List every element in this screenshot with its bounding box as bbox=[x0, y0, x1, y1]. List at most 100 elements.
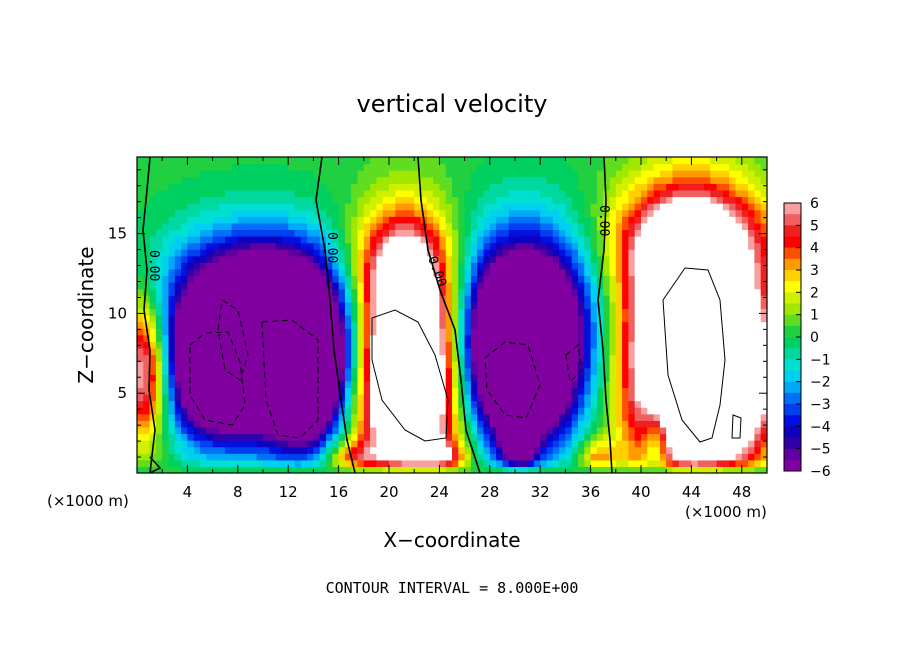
heat-cell bbox=[206, 446, 214, 454]
heat-cell bbox=[716, 262, 724, 270]
heat-cell bbox=[193, 420, 201, 428]
heat-cell bbox=[678, 387, 686, 395]
heat-cell bbox=[263, 380, 270, 389]
heat-cell bbox=[760, 407, 767, 415]
heat-cell bbox=[496, 413, 503, 421]
heat-cell bbox=[294, 176, 302, 184]
heat-cell bbox=[760, 268, 767, 277]
heat-cell bbox=[691, 295, 699, 303]
heat-cell bbox=[515, 347, 522, 356]
heat-cell bbox=[332, 301, 340, 310]
heat-cell bbox=[155, 387, 163, 395]
heat-cell bbox=[181, 262, 188, 270]
heat-cell bbox=[477, 189, 485, 198]
heat-cell bbox=[407, 466, 415, 473]
heat-cell bbox=[256, 426, 264, 435]
heat-cell bbox=[477, 354, 485, 362]
heat-cell bbox=[187, 374, 195, 382]
heat-cell bbox=[307, 262, 314, 270]
heat-cell bbox=[263, 163, 270, 171]
heat-cell bbox=[155, 295, 163, 303]
heat-cell bbox=[200, 459, 207, 468]
heat-cell bbox=[357, 354, 365, 362]
heat-cell bbox=[489, 236, 497, 244]
heat-cell bbox=[502, 157, 510, 165]
heat-cell bbox=[647, 334, 655, 342]
heat-cell bbox=[319, 262, 327, 270]
heat-cell bbox=[685, 189, 692, 198]
heat-cell bbox=[760, 183, 767, 191]
heat-cell bbox=[502, 301, 510, 310]
heat-cell bbox=[729, 209, 737, 217]
heat-cell bbox=[565, 249, 573, 257]
heat-cell bbox=[622, 420, 629, 428]
heat-cell bbox=[477, 321, 485, 329]
heat-cell bbox=[502, 433, 510, 441]
heat-cell bbox=[464, 255, 472, 263]
heat-cell bbox=[212, 433, 220, 441]
heat-cell bbox=[452, 347, 459, 356]
heat-cell bbox=[565, 157, 573, 165]
heat-cell bbox=[395, 189, 403, 198]
heat-cell bbox=[603, 301, 611, 310]
heat-cell bbox=[338, 453, 346, 461]
heat-cell bbox=[244, 466, 251, 473]
heat-cell bbox=[552, 183, 560, 191]
heat-cell bbox=[634, 380, 642, 389]
heat-cell bbox=[212, 275, 220, 283]
heat-cell bbox=[181, 209, 188, 217]
heat-cell bbox=[609, 308, 617, 316]
heat-cell bbox=[181, 453, 188, 461]
heat-cell bbox=[250, 361, 258, 369]
heat-cell bbox=[741, 295, 749, 303]
heat-cell bbox=[313, 367, 321, 375]
heat-cell bbox=[357, 341, 365, 349]
heat-cell bbox=[420, 380, 428, 389]
heat-cell bbox=[137, 176, 144, 184]
heat-cell bbox=[281, 420, 289, 428]
heat-cell bbox=[735, 347, 743, 356]
heat-cell bbox=[395, 466, 403, 473]
heat-cell bbox=[307, 446, 314, 454]
heat-cell bbox=[200, 196, 207, 204]
heat-cell bbox=[622, 446, 629, 454]
heat-cell bbox=[200, 347, 207, 356]
heat-cell bbox=[458, 453, 466, 461]
heat-cell bbox=[634, 229, 642, 237]
heat-cell bbox=[263, 328, 270, 336]
heat-cell bbox=[533, 275, 541, 283]
heat-cell bbox=[533, 301, 541, 310]
heat-cell bbox=[326, 387, 333, 395]
heat-cell bbox=[231, 170, 239, 178]
heat-cell bbox=[263, 308, 270, 316]
heat-cell bbox=[653, 308, 661, 316]
heat-cell bbox=[508, 229, 516, 237]
heat-cell bbox=[439, 229, 447, 237]
heat-cell bbox=[697, 321, 705, 329]
heat-cell bbox=[578, 334, 585, 342]
heat-cell bbox=[162, 295, 170, 303]
heat-cell bbox=[382, 413, 390, 421]
heat-cell bbox=[370, 459, 377, 468]
heat-cell bbox=[187, 466, 195, 473]
heat-cell bbox=[395, 203, 403, 211]
heat-cell bbox=[653, 255, 661, 263]
heat-cell bbox=[332, 446, 340, 454]
heat-cell bbox=[508, 367, 516, 375]
heat-cell bbox=[609, 209, 617, 217]
heat-cell bbox=[237, 453, 245, 461]
x-tick-label: 44 bbox=[682, 483, 701, 501]
heat-cell bbox=[590, 216, 598, 224]
heat-cell bbox=[218, 394, 226, 402]
heat-cell bbox=[590, 367, 598, 375]
heat-cell bbox=[464, 413, 472, 421]
heat-cell bbox=[470, 229, 478, 237]
heat-cell bbox=[200, 354, 207, 362]
heat-cell bbox=[647, 433, 655, 441]
heat-cell bbox=[571, 420, 579, 428]
heat-cell bbox=[206, 295, 214, 303]
heat-cell bbox=[244, 183, 251, 191]
heat-cell bbox=[439, 157, 447, 165]
heat-cell bbox=[181, 288, 188, 296]
heat-cell bbox=[244, 189, 251, 198]
